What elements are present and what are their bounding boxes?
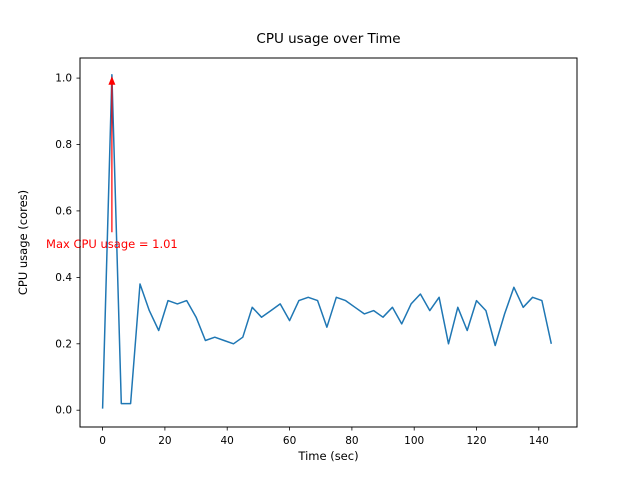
x-tick-label: 140 <box>529 435 549 447</box>
y-tick-label: 0.0 <box>55 405 72 417</box>
x-tick-label: 40 <box>221 435 234 447</box>
chart-title: CPU usage over Time <box>256 31 400 47</box>
y-tick-label: 0.2 <box>55 338 72 350</box>
cpu-usage-line <box>101 74 553 409</box>
y-axis-label: CPU usage (cores) <box>16 190 30 295</box>
annotation-text: Max CPU usage = 1.01 <box>46 237 178 251</box>
x-tick-label: 0 <box>99 435 106 447</box>
plot-border <box>79 57 578 428</box>
x-tick-label: 80 <box>345 435 358 447</box>
y-tick-label: 1.0 <box>55 73 72 85</box>
x-tick-label: 20 <box>158 435 171 447</box>
x-axis-label: Time (sec) <box>297 449 358 463</box>
x-tick-label: 60 <box>283 435 296 447</box>
y-tick-label: 0.6 <box>55 205 72 217</box>
x-tick-label: 100 <box>404 435 424 447</box>
annotation-arrowhead-icon <box>108 76 116 85</box>
y-tick-label: 0.4 <box>55 272 72 284</box>
y-tick-label: 0.8 <box>55 139 72 151</box>
x-tick-label: 120 <box>466 435 486 447</box>
